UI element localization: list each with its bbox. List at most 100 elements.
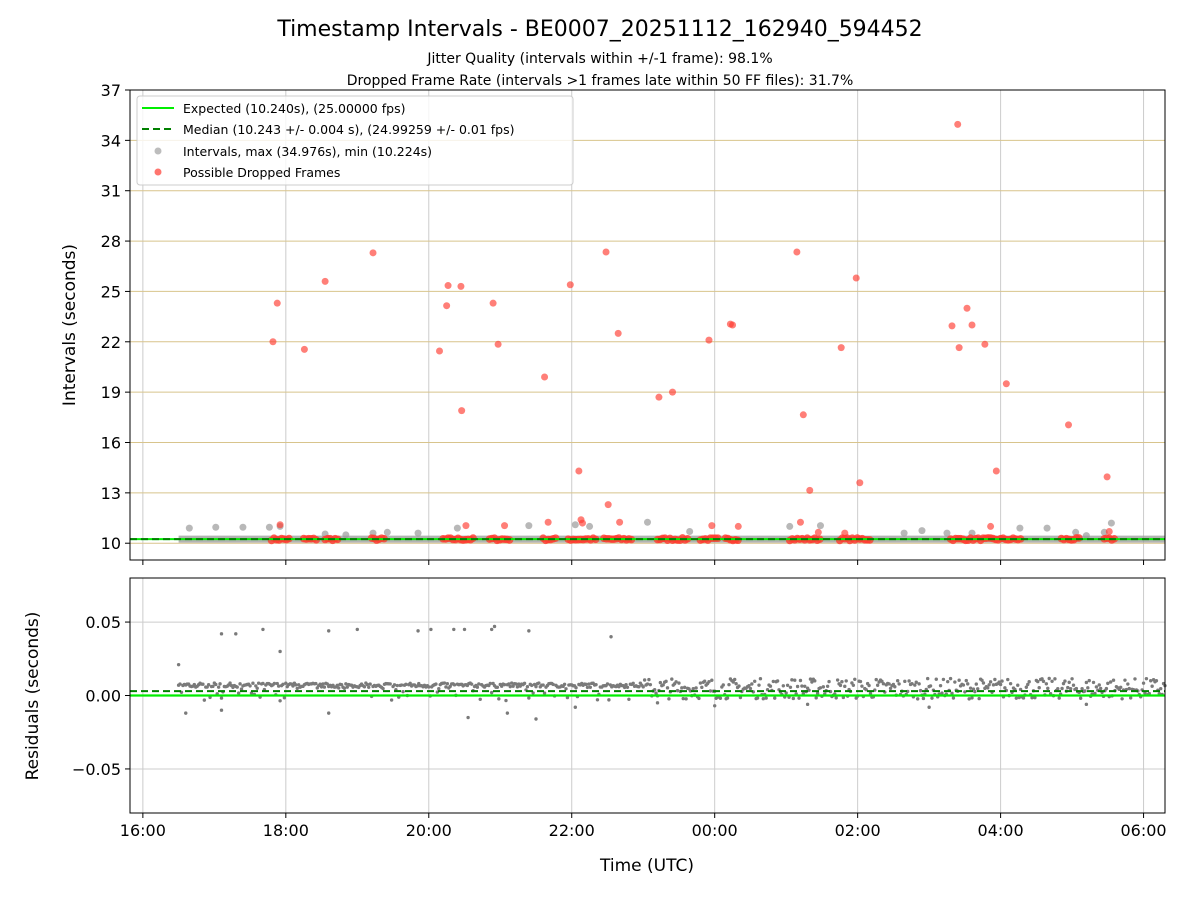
residual-point bbox=[1097, 683, 1101, 687]
residual-point bbox=[367, 685, 371, 689]
residual-point bbox=[1066, 685, 1070, 690]
intervals-data bbox=[130, 120, 1165, 545]
chart-subtitle-jitter: Jitter Quality (intervals within +/-1 fr… bbox=[426, 51, 772, 67]
legend-box bbox=[136, 95, 574, 186]
residual-point bbox=[445, 681, 450, 686]
residual-point bbox=[755, 696, 760, 700]
residual-point bbox=[236, 691, 241, 695]
residual-point bbox=[841, 695, 846, 700]
residual-point bbox=[888, 686, 893, 691]
residual-point bbox=[897, 682, 901, 686]
residual-point bbox=[661, 683, 665, 687]
dropped-frame-point bbox=[457, 282, 465, 290]
residual-point bbox=[1003, 686, 1007, 690]
residual-point bbox=[1041, 679, 1046, 684]
interval-point bbox=[342, 531, 350, 539]
residual-point bbox=[700, 685, 704, 690]
residual-point bbox=[1006, 677, 1010, 682]
residual-point bbox=[981, 681, 986, 685]
residual-point bbox=[1047, 676, 1051, 681]
dropped-frame-point bbox=[796, 518, 804, 526]
residual-point bbox=[795, 684, 800, 689]
dropped-frame-point bbox=[443, 302, 451, 310]
residual-point bbox=[1133, 677, 1137, 681]
interval-point bbox=[1107, 519, 1115, 527]
intervals-y-tick-label: 34 bbox=[101, 131, 121, 150]
residuals-panel: 0.05 0.00 −0.05 16:00 18:00 20:00 22:00 00:00 0… bbox=[23, 577, 1167, 840]
residual-point bbox=[642, 678, 647, 682]
residual-point bbox=[738, 695, 743, 700]
residual-point bbox=[345, 685, 349, 689]
dropped-frame-point bbox=[1103, 473, 1111, 481]
residual-point bbox=[1067, 680, 1071, 685]
residual-point bbox=[1070, 677, 1074, 681]
residual-point bbox=[930, 696, 934, 700]
residual-point bbox=[291, 684, 295, 688]
residual-point bbox=[790, 678, 794, 682]
residual-point bbox=[970, 696, 974, 700]
residual-point bbox=[825, 684, 830, 689]
residual-point bbox=[284, 681, 288, 685]
residual-outlier-point bbox=[327, 629, 331, 633]
residual-point bbox=[993, 677, 997, 682]
residual-outlier-point bbox=[355, 627, 359, 632]
residual-point bbox=[395, 683, 400, 688]
intervals-y-tick-label: 19 bbox=[101, 383, 121, 402]
dropped-frame-point bbox=[1065, 421, 1073, 429]
residual-point bbox=[658, 680, 663, 685]
residual-point bbox=[389, 698, 394, 702]
residual-point bbox=[827, 679, 831, 684]
residual-point bbox=[758, 677, 763, 681]
residual-point bbox=[948, 676, 953, 681]
residual-point bbox=[508, 684, 512, 689]
residual-point bbox=[1030, 696, 1034, 700]
residual-point bbox=[834, 696, 838, 700]
residual-point bbox=[1036, 679, 1040, 684]
residual-point bbox=[622, 685, 627, 690]
residual-point bbox=[1126, 682, 1130, 686]
residual-point bbox=[957, 678, 961, 682]
residual-point bbox=[637, 685, 641, 689]
residual-point bbox=[840, 680, 844, 684]
residual-point bbox=[881, 682, 886, 686]
residual-point bbox=[761, 696, 765, 701]
intervals-panel: 10 13 16 19 22 25 28 31 34 37 Intervals (seconds)… bbox=[60, 81, 1166, 565]
residual-outlier-point bbox=[261, 627, 265, 632]
residual-point bbox=[251, 681, 255, 685]
residual-point bbox=[843, 684, 847, 689]
residual-point bbox=[1024, 685, 1029, 689]
residual-outlier-point bbox=[327, 711, 331, 715]
residual-point bbox=[953, 680, 957, 684]
residual-point bbox=[844, 679, 848, 683]
interval-point bbox=[1043, 524, 1051, 532]
residual-point bbox=[392, 683, 397, 687]
residual-point bbox=[988, 680, 993, 684]
legend-dropped-swatch bbox=[154, 168, 162, 176]
residual-point bbox=[785, 683, 790, 687]
residual-point bbox=[694, 686, 698, 690]
residual-point bbox=[399, 683, 404, 687]
residual-point bbox=[275, 681, 279, 686]
residual-point bbox=[788, 685, 793, 689]
residual-point bbox=[753, 679, 757, 683]
residual-point bbox=[707, 680, 711, 684]
residual-point bbox=[986, 686, 990, 690]
residuals-y-tick-label: 0.00 bbox=[85, 687, 121, 706]
residual-point bbox=[381, 686, 385, 691]
dropped-frame-point bbox=[955, 344, 963, 352]
residual-point bbox=[835, 678, 840, 682]
residual-point bbox=[851, 683, 856, 687]
residual-point bbox=[541, 683, 545, 687]
residual-point bbox=[727, 682, 731, 687]
dropped-frame-point bbox=[489, 299, 497, 307]
residual-point bbox=[858, 679, 863, 684]
residual-point bbox=[551, 682, 555, 687]
residual-point bbox=[202, 698, 207, 702]
residual-point bbox=[502, 682, 507, 687]
residual-point bbox=[1053, 677, 1057, 681]
residual-point bbox=[1111, 678, 1116, 682]
residual-point bbox=[1026, 682, 1030, 687]
residual-point bbox=[1098, 686, 1103, 691]
residual-point bbox=[1106, 681, 1110, 686]
